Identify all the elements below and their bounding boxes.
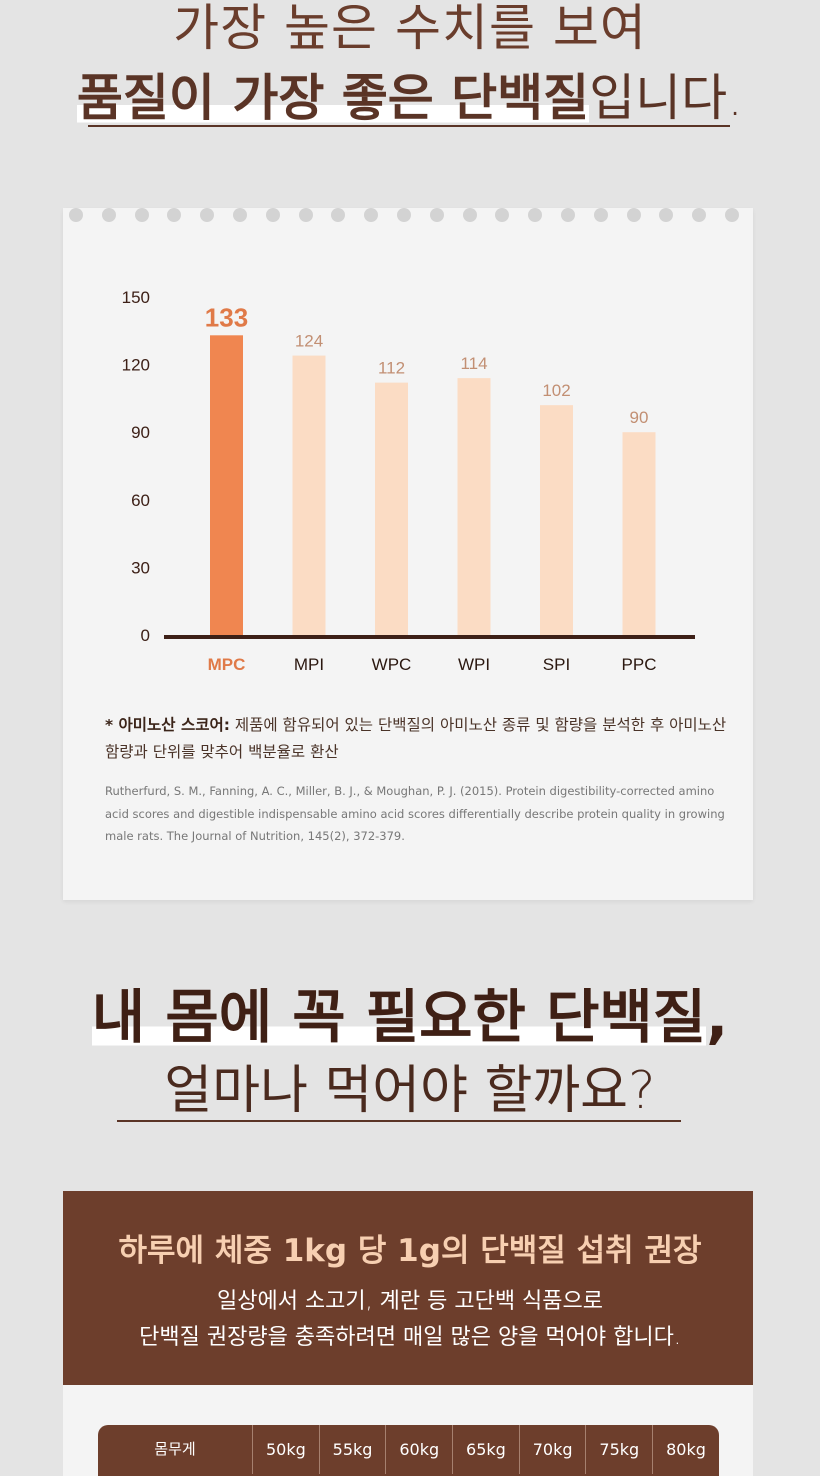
bar-value-label: 102: [542, 381, 570, 400]
binder-hole: [167, 208, 182, 222]
binder-hole: [364, 208, 379, 222]
binder-hole: [233, 208, 247, 222]
bar: [292, 355, 326, 635]
bar-value-label: 112: [378, 359, 405, 378]
amino-score-note: * 아미노산 스코어: 제품에 함유되어 있는 단백질의 아미노산 종류 및 함…: [105, 712, 735, 766]
weight-cell: 55kg: [318, 1425, 386, 1474]
section-heading-comma: ,: [706, 983, 729, 1051]
weight-cell: 50kg: [252, 1425, 319, 1474]
binder-hole: [593, 208, 608, 222]
heading-underline: [88, 125, 730, 127]
binder-hole: [101, 208, 116, 222]
x-category-label: PPC: [622, 655, 657, 674]
bar-value-label: 133: [205, 302, 248, 332]
x-category-label: WPI: [458, 655, 490, 674]
x-axis-line: [164, 635, 695, 639]
y-tick-label: 30: [131, 558, 150, 577]
section-heading-underline: [117, 1120, 681, 1122]
bar: [375, 382, 408, 635]
binder-hole: [725, 208, 739, 222]
binder-hole: [495, 208, 510, 222]
binder-hole: [397, 208, 411, 222]
binder-holes: [63, 206, 753, 226]
weight-cell: 65kg: [452, 1425, 519, 1474]
binder-hole: [265, 208, 280, 222]
section-heading-highlight: 내 몸에 꼭 필요한 단백질: [91, 983, 707, 1051]
binder-hole: [692, 208, 707, 222]
protein-score-bar-chart: 0 30 60 90 120 150 133 MPC 124 MPI 112 WPC 114 WPI 102…: [122, 288, 695, 674]
bar: [457, 378, 491, 635]
bar: [540, 405, 573, 635]
bar: [210, 335, 243, 635]
reference-citation: Rutherfurd, S. M., Fanning, A. C., Mille…: [105, 784, 725, 843]
banner-desc-line-2: 단백질 권장량을 충족하려면 매일 많은 양을 먹어야 합니다.: [139, 1325, 681, 1350]
y-tick-label: 60: [131, 491, 150, 510]
banner-description: 일상에서 소고기, 계란 등 고단백 식품으로 단백질 권장량을 충족하려면 매…: [0, 1284, 820, 1356]
heading-highlight: 품질이 가장 좋은 단백질: [76, 69, 590, 127]
bar: [622, 432, 656, 635]
x-category-label: MPC: [208, 655, 246, 674]
bar-value-label: 124: [295, 332, 323, 351]
weight-table-header-row: 몸무게 50kg 55kg 60kg 65kg 70kg 75kg 80kg: [98, 1425, 719, 1476]
recommendation-banner: [63, 1191, 753, 1385]
binder-hole: [69, 208, 83, 222]
weight-cell: 60kg: [385, 1425, 452, 1474]
binder-hole: [659, 208, 674, 222]
binder-hole: [429, 208, 444, 222]
binder-hole: [331, 208, 346, 222]
binder-hole: [134, 208, 149, 222]
weight-header-cell: 몸무게: [154, 1440, 196, 1458]
bar-value-label: 90: [630, 408, 649, 427]
banner-title: 하루에 체중 1kg 당 1g의 단백질 섭취 권장: [118, 1233, 702, 1269]
binder-hole: [200, 208, 215, 222]
bar-value-label: 114: [460, 354, 487, 373]
y-tick-label: 0: [141, 626, 150, 645]
x-category-label: WPC: [372, 655, 412, 674]
binder-hole: [626, 208, 641, 222]
section-heading-line-1: 내 몸에 꼭 필요한 단백질,: [0, 970, 820, 1054]
banner-desc-line-1: 일상에서 소고기, 계란 등 고단백 식품으로: [216, 1289, 604, 1314]
weight-cell: 70kg: [518, 1425, 586, 1474]
binder-hole: [528, 208, 543, 222]
heading-line-2: 품질이 가장 좋은 단백질입니다.: [0, 58, 820, 130]
weight-cell: 75kg: [585, 1425, 652, 1474]
weight-cell: 80kg: [652, 1425, 719, 1474]
heading-suffix: 입니다.: [589, 69, 744, 127]
note-text: 제품에 함유되어 있는 단백질의 아미노산 종류 및 함량을 분석한 후 아미노…: [105, 716, 727, 761]
y-tick-label: 90: [131, 423, 150, 442]
binder-hole: [298, 208, 313, 222]
y-tick-label: 150: [122, 288, 150, 307]
x-category-label: MPI: [294, 655, 324, 674]
binder-hole: [462, 208, 477, 222]
heading-line-1: 가장 높은 수치를 보여: [173, 0, 647, 57]
x-category-label: SPI: [543, 655, 570, 674]
section-heading-line-2: 얼마나 먹어야 할까요?: [164, 1061, 656, 1121]
binder-hole: [561, 208, 575, 222]
note-key: * 아미노산 스코어:: [105, 716, 230, 734]
y-tick-label: 120: [122, 356, 150, 375]
